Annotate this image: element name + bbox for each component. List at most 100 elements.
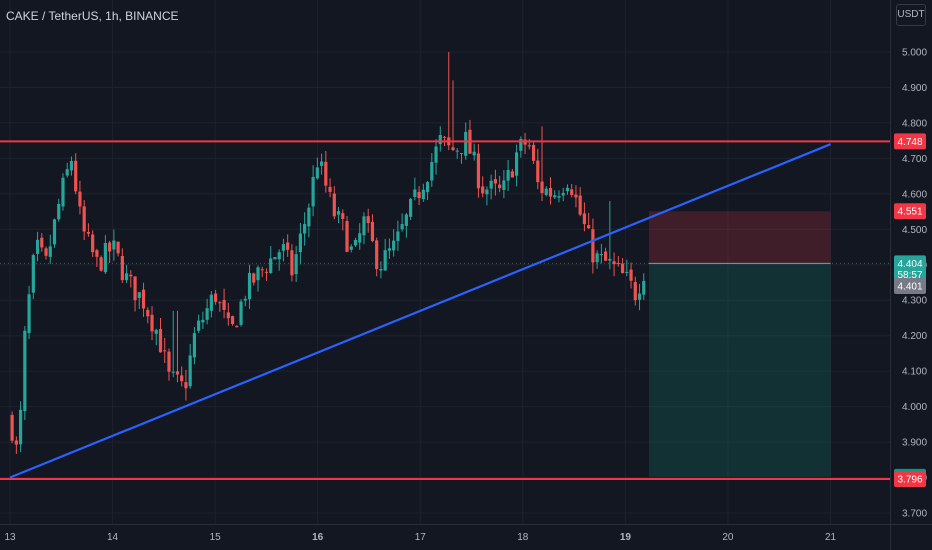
candle-down [548, 187, 553, 197]
candle-up [315, 167, 319, 179]
candle-down [235, 326, 239, 328]
candle-down [78, 191, 82, 207]
candle-down [86, 232, 91, 234]
candle-up [349, 246, 353, 250]
price-tick-label: 4.300 [902, 296, 927, 307]
price-tick-label: 4.500 [902, 225, 927, 236]
candle-up [103, 242, 107, 273]
candle-down [531, 144, 536, 161]
time-axis[interactable]: 13 14 15 16 17 18 19 20 21 [0, 524, 932, 544]
price-tick-label: 4.200 [902, 331, 927, 342]
candle-down [620, 263, 625, 274]
candle-up [400, 224, 404, 230]
candle-up [421, 189, 425, 200]
candle-down [370, 221, 375, 242]
candle-up [205, 308, 209, 320]
price-badge-label: 58:57 [897, 270, 922, 281]
candle-up [434, 146, 438, 163]
candle-up [188, 355, 192, 387]
candle-up [455, 150, 459, 152]
candle-up [201, 319, 205, 323]
take-profit-zone [648, 263, 831, 477]
candle-up [358, 233, 362, 243]
time-tick-label: 16 [312, 532, 324, 543]
candle-down [218, 302, 222, 304]
candle-up [464, 131, 468, 156]
candle-up [502, 180, 506, 190]
candle-up [319, 161, 324, 166]
time-tick-label: 21 [825, 532, 837, 543]
candle-up [557, 196, 561, 198]
price-tick-label: 4.900 [902, 83, 927, 94]
candle-up [430, 162, 434, 181]
candle-down [341, 213, 345, 219]
candle-down [582, 213, 587, 225]
candle-up [281, 244, 286, 251]
candle-down [260, 269, 264, 271]
candle-up [154, 330, 158, 334]
price-tick-label: 4.100 [902, 367, 927, 378]
candle-up [247, 272, 252, 300]
candle-down [366, 216, 370, 224]
candle-up [311, 176, 315, 207]
candle-up [57, 204, 61, 220]
candle-down [476, 153, 481, 189]
price-badge [894, 133, 926, 150]
price-tick-label: 4.700 [902, 154, 927, 165]
price-badge-label: 4.401 [897, 282, 922, 293]
candle-up [565, 187, 570, 192]
price-tick-label: 5.000 [902, 48, 927, 59]
candle-down [184, 382, 188, 389]
candle-down [324, 161, 328, 186]
candle-up [298, 233, 302, 253]
candlesticks [10, 52, 646, 454]
candle-down [612, 261, 616, 265]
candle-down [328, 186, 332, 192]
candle-up [61, 177, 65, 207]
candle-up [243, 298, 247, 301]
candle-up [336, 211, 341, 215]
symbol-header[interactable]: CAKE / TetherUS, 1h, BINANCE [6, 9, 179, 23]
candle-up [425, 182, 430, 193]
candle-up [35, 239, 40, 255]
candle-up [595, 253, 599, 263]
grid-lines [0, 0, 890, 524]
currency-scale-button[interactable]: USDT [896, 4, 926, 26]
candle-down [120, 255, 124, 281]
candle-down [175, 371, 180, 375]
candle-down [587, 225, 591, 229]
candle-down [459, 152, 464, 154]
candle-up [506, 169, 510, 181]
candle-down [442, 136, 447, 138]
candle-down [180, 375, 184, 382]
candle-down [510, 171, 514, 178]
candle-up [396, 231, 400, 241]
candle-up [404, 214, 408, 226]
candle-down [290, 250, 294, 276]
candle-up [519, 138, 523, 151]
time-tick-label: 17 [415, 532, 427, 543]
candle-down [536, 160, 540, 183]
candle-up [197, 320, 201, 331]
candle-down [629, 269, 633, 281]
candle-down [222, 300, 226, 310]
candle-down [40, 237, 44, 248]
candle-down [264, 271, 269, 273]
candle-up [599, 253, 603, 255]
candle-up [608, 258, 612, 261]
candle-down [332, 193, 336, 217]
candle-up [514, 152, 519, 176]
candle-up [277, 252, 281, 260]
candle-down [91, 234, 95, 253]
candle-up [65, 169, 69, 176]
price-badge [894, 470, 926, 487]
candle-up [23, 330, 27, 412]
candle-down [417, 191, 421, 199]
candle-down [226, 312, 230, 319]
trendline [9, 143, 831, 479]
candle-up [625, 271, 629, 273]
candle-down [604, 251, 608, 261]
price-badge [894, 278, 926, 295]
